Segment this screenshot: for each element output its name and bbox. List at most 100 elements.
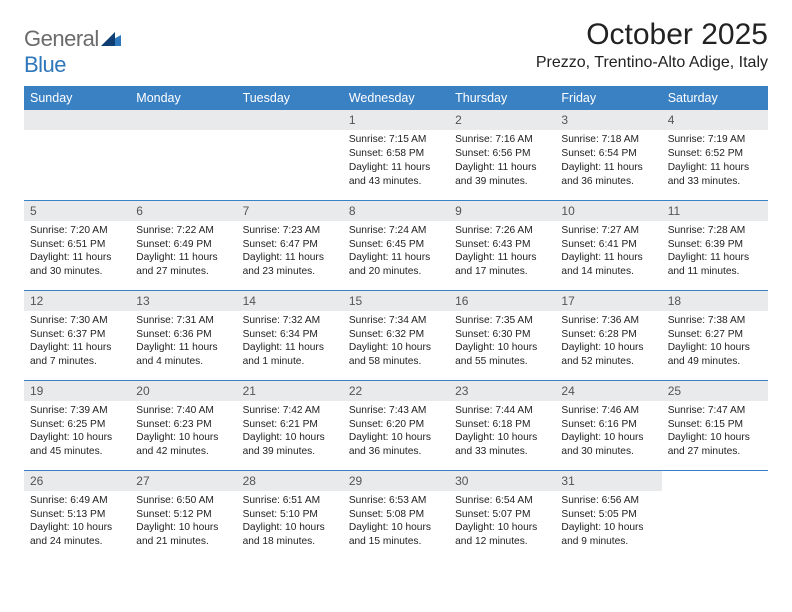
day-content: Sunrise: 7:46 AMSunset: 6:16 PMDaylight:… (555, 401, 661, 463)
sunset-text: Sunset: 6:25 PM (30, 418, 124, 432)
day-content: Sunrise: 7:35 AMSunset: 6:30 PMDaylight:… (449, 311, 555, 373)
sunrise-text: Sunrise: 7:46 AM (561, 404, 655, 418)
daylight-text: Daylight: 11 hours and 39 minutes. (455, 161, 549, 189)
day-number: 26 (24, 471, 130, 491)
sunset-text: Sunset: 6:52 PM (668, 147, 762, 161)
day-number: 2 (449, 110, 555, 130)
day-number: 20 (130, 381, 236, 401)
daylight-text: Daylight: 10 hours and 9 minutes. (561, 521, 655, 549)
calendar-week-row: 19Sunrise: 7:39 AMSunset: 6:25 PMDayligh… (24, 380, 768, 470)
calendar-week-row: 1Sunrise: 7:15 AMSunset: 6:58 PMDaylight… (24, 110, 768, 200)
day-content: Sunrise: 7:38 AMSunset: 6:27 PMDaylight:… (662, 311, 768, 373)
day-content: Sunrise: 7:34 AMSunset: 6:32 PMDaylight:… (343, 311, 449, 373)
daylight-text: Daylight: 11 hours and 4 minutes. (136, 341, 230, 369)
sunset-text: Sunset: 5:05 PM (561, 508, 655, 522)
sunset-text: Sunset: 5:07 PM (455, 508, 549, 522)
day-number-empty (130, 110, 236, 130)
calendar-cell (237, 110, 343, 200)
day-content: Sunrise: 7:44 AMSunset: 6:18 PMDaylight:… (449, 401, 555, 463)
day-number: 22 (343, 381, 449, 401)
day-content: Sunrise: 7:36 AMSunset: 6:28 PMDaylight:… (555, 311, 661, 373)
logo-blue: Blue (24, 52, 66, 77)
sunrise-text: Sunrise: 7:42 AM (243, 404, 337, 418)
sunset-text: Sunset: 6:51 PM (30, 238, 124, 252)
day-number: 12 (24, 291, 130, 311)
daylight-text: Daylight: 10 hours and 30 minutes. (561, 431, 655, 459)
sunrise-text: Sunrise: 7:24 AM (349, 224, 443, 238)
calendar-cell: 15Sunrise: 7:34 AMSunset: 6:32 PMDayligh… (343, 290, 449, 380)
sunrise-text: Sunrise: 7:23 AM (243, 224, 337, 238)
sunrise-text: Sunrise: 7:27 AM (561, 224, 655, 238)
sunset-text: Sunset: 6:56 PM (455, 147, 549, 161)
day-content: Sunrise: 7:40 AMSunset: 6:23 PMDaylight:… (130, 401, 236, 463)
weekday-header: Monday (130, 86, 236, 110)
daylight-text: Daylight: 10 hours and 52 minutes. (561, 341, 655, 369)
daylight-text: Daylight: 11 hours and 33 minutes. (668, 161, 762, 189)
day-number: 6 (130, 201, 236, 221)
weekday-header: Sunday (24, 86, 130, 110)
day-number-empty (237, 110, 343, 130)
day-number: 8 (343, 201, 449, 221)
sunset-text: Sunset: 6:58 PM (349, 147, 443, 161)
day-content: Sunrise: 6:49 AMSunset: 5:13 PMDaylight:… (24, 491, 130, 553)
weekday-header: Friday (555, 86, 661, 110)
logo-text: General Blue (24, 26, 121, 78)
sunset-text: Sunset: 6:36 PM (136, 328, 230, 342)
weekday-header: Tuesday (237, 86, 343, 110)
sunrise-text: Sunrise: 7:35 AM (455, 314, 549, 328)
sunrise-text: Sunrise: 7:16 AM (455, 133, 549, 147)
calendar-cell: 26Sunrise: 6:49 AMSunset: 5:13 PMDayligh… (24, 470, 130, 560)
weekday-header-row: Sunday Monday Tuesday Wednesday Thursday… (24, 86, 768, 110)
day-number: 15 (343, 291, 449, 311)
sunset-text: Sunset: 6:34 PM (243, 328, 337, 342)
sunrise-text: Sunrise: 6:50 AM (136, 494, 230, 508)
calendar-cell: 6Sunrise: 7:22 AMSunset: 6:49 PMDaylight… (130, 200, 236, 290)
day-number: 14 (237, 291, 343, 311)
sunset-text: Sunset: 6:32 PM (349, 328, 443, 342)
sunset-text: Sunset: 6:43 PM (455, 238, 549, 252)
day-content: Sunrise: 7:18 AMSunset: 6:54 PMDaylight:… (555, 130, 661, 192)
daylight-text: Daylight: 10 hours and 39 minutes. (243, 431, 337, 459)
sunrise-text: Sunrise: 6:49 AM (30, 494, 124, 508)
calendar-cell: 31Sunrise: 6:56 AMSunset: 5:05 PMDayligh… (555, 470, 661, 560)
day-number: 9 (449, 201, 555, 221)
sunset-text: Sunset: 6:30 PM (455, 328, 549, 342)
sunset-text: Sunset: 6:16 PM (561, 418, 655, 432)
location: Prezzo, Trentino-Alto Adige, Italy (536, 54, 768, 72)
day-content: Sunrise: 7:16 AMSunset: 6:56 PMDaylight:… (449, 130, 555, 192)
daylight-text: Daylight: 10 hours and 55 minutes. (455, 341, 549, 369)
day-number: 10 (555, 201, 661, 221)
sunrise-text: Sunrise: 7:43 AM (349, 404, 443, 418)
calendar-cell: 29Sunrise: 6:53 AMSunset: 5:08 PMDayligh… (343, 470, 449, 560)
day-content: Sunrise: 7:47 AMSunset: 6:15 PMDaylight:… (662, 401, 768, 463)
sunset-text: Sunset: 6:28 PM (561, 328, 655, 342)
calendar-cell: 21Sunrise: 7:42 AMSunset: 6:21 PMDayligh… (237, 380, 343, 470)
day-content: Sunrise: 7:20 AMSunset: 6:51 PMDaylight:… (24, 221, 130, 283)
sunset-text: Sunset: 6:20 PM (349, 418, 443, 432)
daylight-text: Daylight: 11 hours and 7 minutes. (30, 341, 124, 369)
calendar-cell: 8Sunrise: 7:24 AMSunset: 6:45 PMDaylight… (343, 200, 449, 290)
calendar-cell: 7Sunrise: 7:23 AMSunset: 6:47 PMDaylight… (237, 200, 343, 290)
calendar-cell: 4Sunrise: 7:19 AMSunset: 6:52 PMDaylight… (662, 110, 768, 200)
day-number: 21 (237, 381, 343, 401)
day-number: 19 (24, 381, 130, 401)
day-content: Sunrise: 7:30 AMSunset: 6:37 PMDaylight:… (24, 311, 130, 373)
calendar-cell: 17Sunrise: 7:36 AMSunset: 6:28 PMDayligh… (555, 290, 661, 380)
day-content: Sunrise: 7:43 AMSunset: 6:20 PMDaylight:… (343, 401, 449, 463)
sunrise-text: Sunrise: 7:26 AM (455, 224, 549, 238)
sunrise-text: Sunrise: 7:30 AM (30, 314, 124, 328)
sunrise-text: Sunrise: 7:19 AM (668, 133, 762, 147)
calendar-cell: 3Sunrise: 7:18 AMSunset: 6:54 PMDaylight… (555, 110, 661, 200)
sunset-text: Sunset: 6:47 PM (243, 238, 337, 252)
day-content: Sunrise: 7:22 AMSunset: 6:49 PMDaylight:… (130, 221, 236, 283)
sunrise-text: Sunrise: 7:34 AM (349, 314, 443, 328)
sunset-text: Sunset: 5:08 PM (349, 508, 443, 522)
day-number: 13 (130, 291, 236, 311)
sunrise-text: Sunrise: 7:18 AM (561, 133, 655, 147)
day-content: Sunrise: 6:53 AMSunset: 5:08 PMDaylight:… (343, 491, 449, 553)
sunset-text: Sunset: 6:15 PM (668, 418, 762, 432)
calendar-week-row: 5Sunrise: 7:20 AMSunset: 6:51 PMDaylight… (24, 200, 768, 290)
day-number: 1 (343, 110, 449, 130)
sunrise-text: Sunrise: 6:54 AM (455, 494, 549, 508)
calendar-cell: 12Sunrise: 7:30 AMSunset: 6:37 PMDayligh… (24, 290, 130, 380)
